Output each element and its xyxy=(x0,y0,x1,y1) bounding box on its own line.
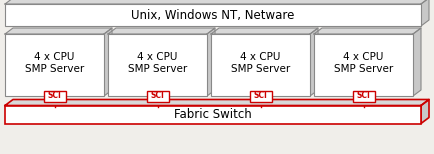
FancyBboxPatch shape xyxy=(250,91,272,101)
FancyBboxPatch shape xyxy=(147,91,168,101)
Polygon shape xyxy=(104,28,112,96)
FancyBboxPatch shape xyxy=(5,34,104,96)
FancyBboxPatch shape xyxy=(352,91,375,101)
Polygon shape xyxy=(421,99,429,124)
Polygon shape xyxy=(310,28,318,96)
Polygon shape xyxy=(5,28,112,34)
FancyBboxPatch shape xyxy=(5,105,421,124)
Text: 4 x CPU
SMP Server: 4 x CPU SMP Server xyxy=(334,52,393,74)
Text: 4 x CPU
SMP Server: 4 x CPU SMP Server xyxy=(25,52,84,74)
FancyBboxPatch shape xyxy=(314,34,413,96)
Text: Fabric Switch: Fabric Switch xyxy=(174,108,252,121)
Polygon shape xyxy=(5,99,429,105)
FancyBboxPatch shape xyxy=(108,34,207,96)
FancyBboxPatch shape xyxy=(5,4,421,26)
Polygon shape xyxy=(108,28,215,34)
FancyBboxPatch shape xyxy=(211,34,310,96)
Text: Unix, Windows NT, Netware: Unix, Windows NT, Netware xyxy=(132,8,295,22)
Text: SCI: SCI xyxy=(48,91,62,101)
Polygon shape xyxy=(211,28,318,34)
Text: SCI: SCI xyxy=(253,91,267,101)
Polygon shape xyxy=(5,0,429,4)
Text: SCI: SCI xyxy=(151,91,164,101)
Text: 4 x CPU
SMP Server: 4 x CPU SMP Server xyxy=(231,52,290,74)
Polygon shape xyxy=(413,28,421,96)
Text: 4 x CPU
SMP Server: 4 x CPU SMP Server xyxy=(128,52,187,74)
Polygon shape xyxy=(314,28,421,34)
Polygon shape xyxy=(421,0,429,26)
Text: SCI: SCI xyxy=(357,91,371,101)
FancyBboxPatch shape xyxy=(43,91,66,101)
Polygon shape xyxy=(207,28,215,96)
